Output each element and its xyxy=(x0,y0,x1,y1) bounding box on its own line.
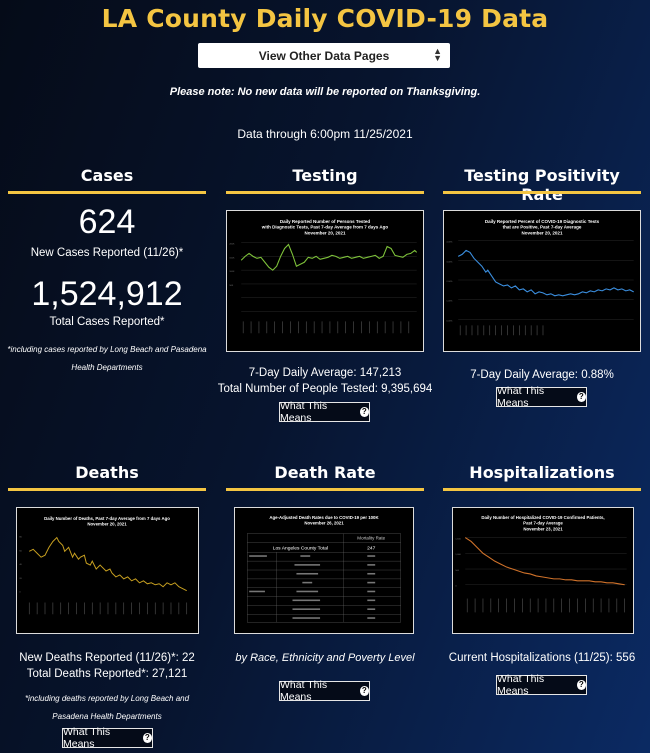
notice-text: Please note: No new data will be reporte… xyxy=(169,86,481,98)
testing-chart-title-1: Daily Reported Number of Persons Tested xyxy=(280,219,370,224)
svg-text:80: 80 xyxy=(19,537,22,539)
svg-text:500: 500 xyxy=(455,570,459,572)
hospitalizations-chart[interactable]: Daily Number of Hospitalized COVID-19 Co… xyxy=(452,507,634,634)
hospitalizations-heading: Hospitalizations xyxy=(469,463,615,482)
select-value: View Other Data Pages xyxy=(258,48,390,63)
new-deaths-reported: New Deaths Reported (11/26)*: 22 xyxy=(19,652,195,664)
svg-text:0.00%: 0.00% xyxy=(446,320,452,322)
deaths-chart[interactable]: Daily Number of Deaths, Past 7-day Avera… xyxy=(16,507,199,634)
page-title: LA County Daily COVID-19 Data xyxy=(101,4,549,33)
total-deaths-reported: Total Deaths Reported*: 27,121 xyxy=(26,668,188,680)
mortality-rate-header: Mortality Rate xyxy=(357,535,385,540)
testing-divider xyxy=(226,191,424,194)
svg-text:40: 40 xyxy=(19,564,22,566)
question-icon: ? xyxy=(142,733,152,743)
positivity-daily-average: 7-Day Daily Average: 0.88% xyxy=(470,369,614,381)
svg-text:60: 60 xyxy=(19,550,22,552)
question-icon: ? xyxy=(359,407,369,417)
death-rate-chart-title-2: November 26, 2021 xyxy=(304,521,344,526)
county-total-value: 247 xyxy=(367,545,375,551)
hospitalizations-line xyxy=(464,537,625,586)
current-hospitalizations: Current Hospitalizations (11/25): 556 xyxy=(448,652,636,664)
positivity-line xyxy=(457,249,634,297)
svg-text:150K: 150K xyxy=(229,257,235,259)
testing-line xyxy=(240,243,418,271)
cases-footnote: *including cases reported by Long Beach … xyxy=(7,345,207,372)
county-total-label: Los Angeles County Total xyxy=(273,545,328,551)
select-arrows-icon: ▲ ▼ xyxy=(433,46,442,63)
death-rate-chart-svg: Age-Adjusted Death Rates due to COVID-19… xyxy=(247,515,401,623)
svg-text:0: 0 xyxy=(455,586,457,588)
hospitalizations-divider xyxy=(443,488,641,491)
hosp-chart-title-1: Daily Number of Hospitalized COVID-19 Co… xyxy=(481,515,604,520)
deaths-line xyxy=(29,536,187,592)
total-cases-number: 1,524,912 xyxy=(31,275,183,313)
svg-text:3.00%: 3.00% xyxy=(446,261,452,263)
hosp-chart-title-2: Past 7-day Average xyxy=(523,521,563,526)
deaths-footnote: *including deaths reported by Long Beach… xyxy=(24,694,190,721)
death-rate-table-chart[interactable]: Age-Adjusted Death Rates due to COVID-19… xyxy=(234,507,414,634)
question-icon: ? xyxy=(576,680,586,690)
svg-text:50K: 50K xyxy=(229,285,233,287)
deaths-chart-title-2: November 20, 2021 xyxy=(87,522,127,527)
cases-heading: Cases xyxy=(80,166,134,185)
testing-chart-title-3: November 20, 2021 xyxy=(305,231,346,236)
testing-chart-svg: Daily Reported Number of Persons Tested … xyxy=(229,219,418,334)
positivity-chart[interactable]: Daily Reported Percent of COVID-19 Diagn… xyxy=(443,210,641,352)
total-cases-label: Total Cases Reported* xyxy=(49,316,165,328)
positivity-chart-title-3: November 20, 2021 xyxy=(522,231,563,236)
positivity-what-this-means-button[interactable]: What This Means ? xyxy=(496,385,587,409)
deaths-chart-svg: Daily Number of Deaths, Past 7-day Avera… xyxy=(19,516,188,615)
testing-chart-title-2: with Diagnostic Tests, Past 7-day Averag… xyxy=(261,225,389,230)
hospitalizations-chart-svg: Daily Number of Hospitalized COVID-19 Co… xyxy=(455,515,627,613)
data-through-text: Data through 6:00pm 11/25/2021 xyxy=(237,127,413,141)
testing-heading: Testing xyxy=(292,166,358,185)
deaths-what-this-means-button[interactable]: What This Means ? xyxy=(62,726,153,750)
svg-text:100K: 100K xyxy=(229,271,235,273)
death-rate-subtitle: by Race, Ethnicity and Poverty Level xyxy=(235,652,415,664)
svg-text:1,000: 1,000 xyxy=(455,554,461,556)
hosp-chart-title-3: November 23, 2021 xyxy=(523,527,563,532)
deaths-divider xyxy=(8,488,206,491)
testing-chart[interactable]: Daily Reported Number of Persons Tested … xyxy=(226,210,424,352)
svg-text:1,500: 1,500 xyxy=(455,538,461,540)
death-rate-heading: Death Rate xyxy=(274,463,376,482)
cases-divider xyxy=(8,191,206,194)
hospitalizations-what-this-means-button[interactable]: What This Means ? xyxy=(496,673,587,697)
new-cases-number: 624 xyxy=(78,203,136,241)
death-rate-chart-title-1: Age-Adjusted Death Rates due to COVID-19… xyxy=(269,515,379,520)
positivity-heading: Testing Positivity Rate xyxy=(464,166,620,204)
svg-text:200K: 200K xyxy=(229,244,235,246)
death-rate-what-this-means-button[interactable]: What This Means ? xyxy=(279,679,370,703)
testing-daily-average: 7-Day Daily Average: 147,213 xyxy=(248,367,402,379)
death-rate-divider xyxy=(226,488,424,491)
svg-text:2.00%: 2.00% xyxy=(446,281,452,283)
testing-total: Total Number of People Tested: 9,395,694 xyxy=(217,383,433,395)
testing-what-this-means-button[interactable]: What This Means ? xyxy=(279,400,370,424)
positivity-divider xyxy=(443,191,641,194)
question-icon: ? xyxy=(576,392,586,402)
svg-text:4.00%: 4.00% xyxy=(446,242,452,244)
deaths-chart-title-1: Daily Number of Deaths, Past 7-day Avera… xyxy=(44,516,170,521)
data-pages-select[interactable]: View Other Data Pages ▲ ▼ xyxy=(198,43,450,68)
svg-text:0: 0 xyxy=(19,592,21,594)
svg-text:1.00%: 1.00% xyxy=(446,301,452,303)
deaths-heading: Deaths xyxy=(75,463,139,482)
question-icon: ? xyxy=(359,686,369,696)
positivity-chart-title-2: that are Positive, Past 7-day Average xyxy=(503,225,582,230)
positivity-chart-svg: Daily Reported Percent of COVID-19 Diagn… xyxy=(446,219,634,336)
new-cases-label: New Cases Reported (11/26)* xyxy=(30,247,184,259)
svg-text:20: 20 xyxy=(19,578,22,580)
positivity-chart-title-1: Daily Reported Percent of COVID-19 Diagn… xyxy=(485,219,600,224)
